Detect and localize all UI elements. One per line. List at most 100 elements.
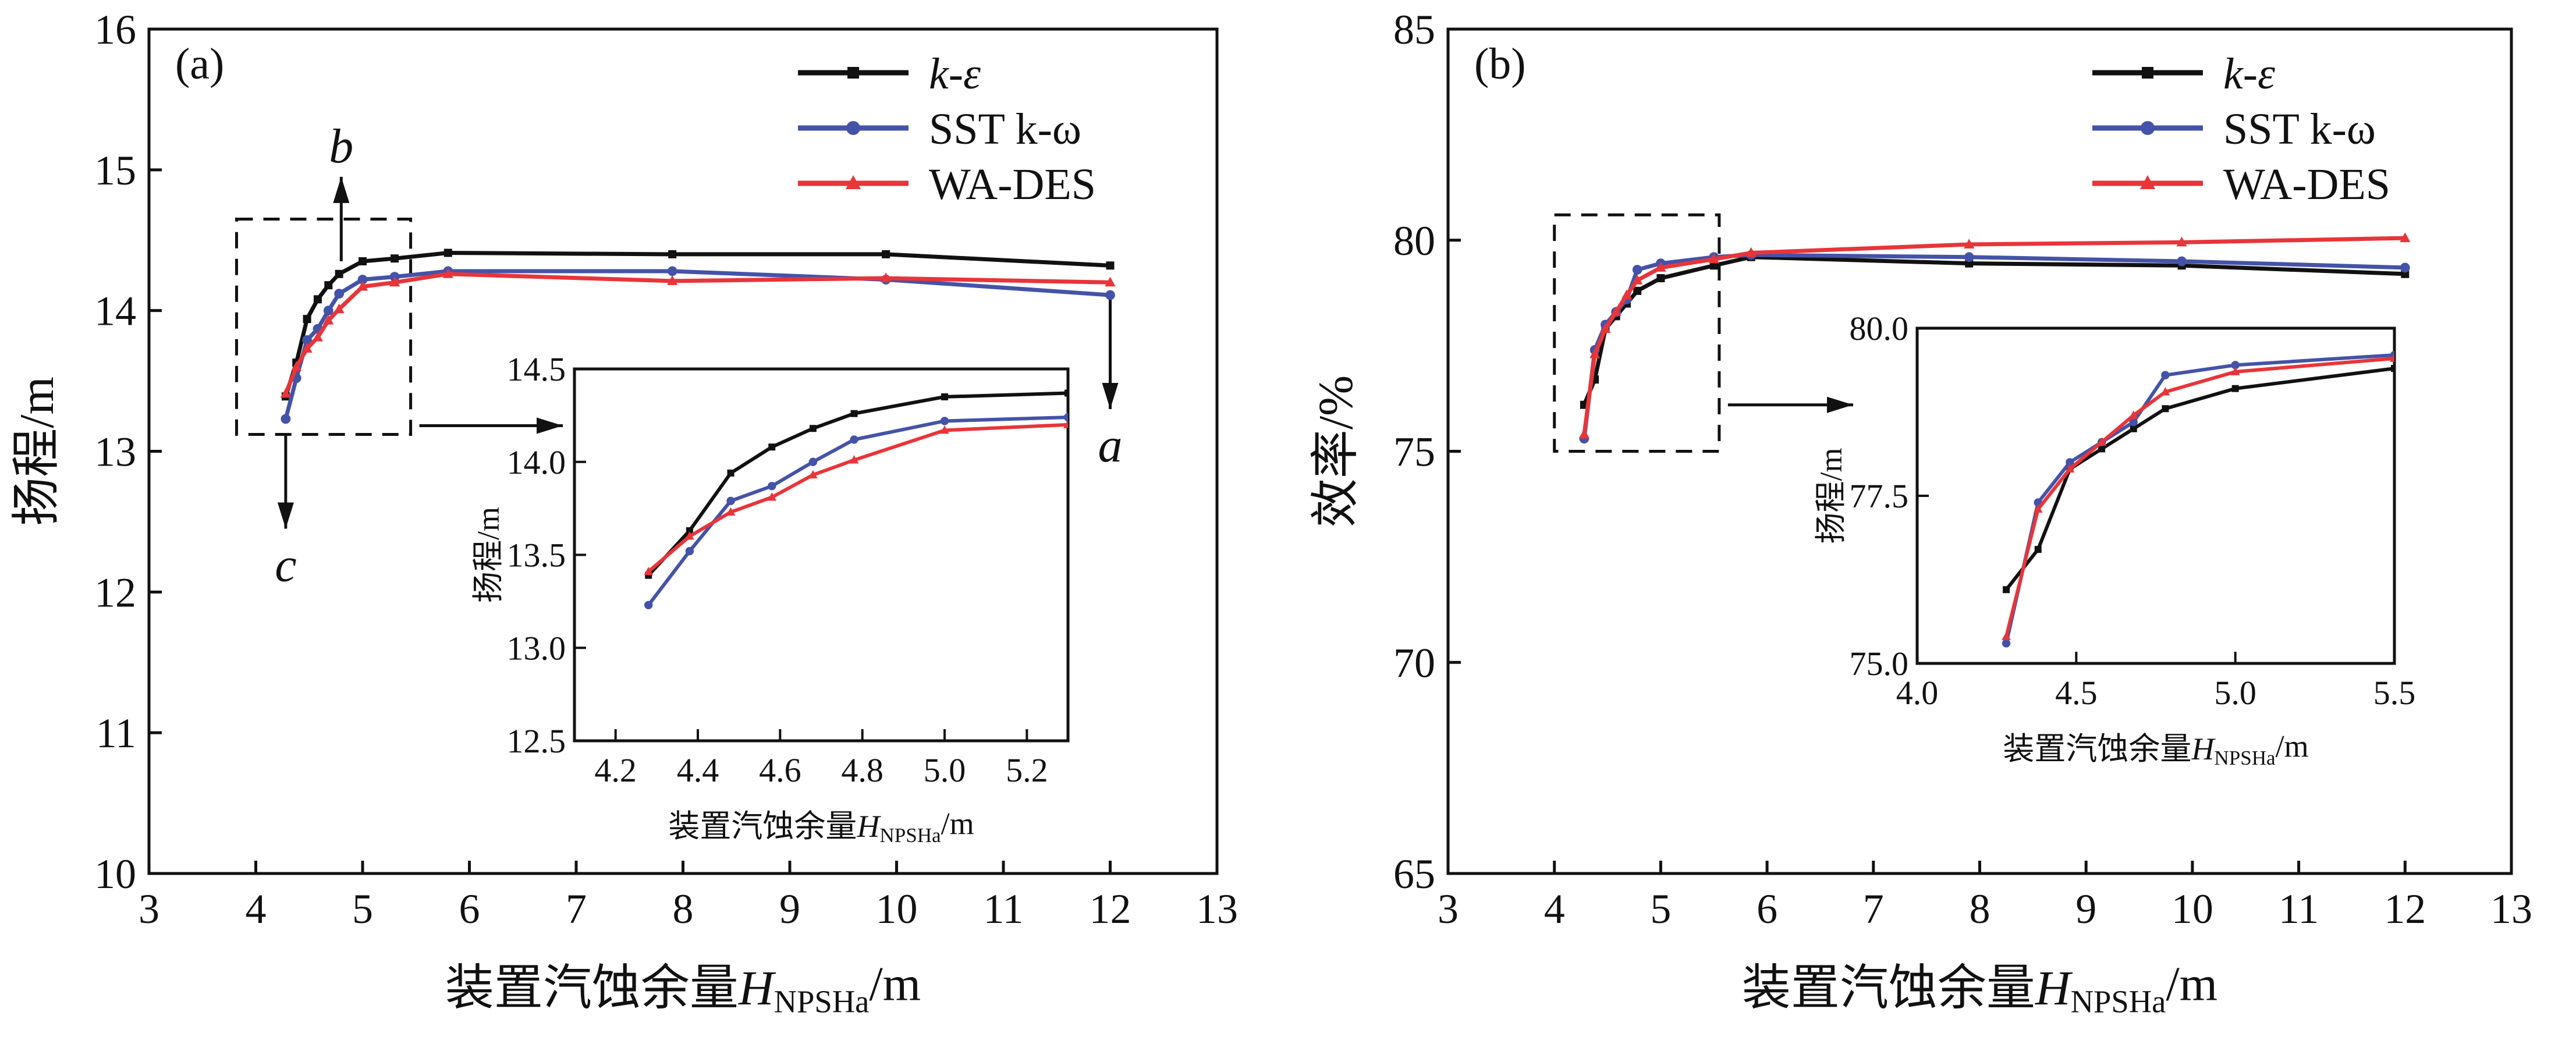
data-point bbox=[1745, 247, 1757, 257]
series-2 bbox=[1578, 232, 2411, 439]
data-point bbox=[389, 276, 400, 287]
y-tick-label: 10 bbox=[94, 851, 136, 897]
data-point bbox=[1610, 306, 1621, 317]
inset-data bbox=[644, 389, 1068, 609]
legend-label: SST k-ω bbox=[929, 105, 1081, 154]
inset-series-2 bbox=[644, 420, 1068, 576]
inset-x-tick-label: 4.2 bbox=[594, 751, 637, 789]
data-point bbox=[1105, 290, 1115, 300]
data-point bbox=[940, 425, 949, 434]
y-tick-label: 75 bbox=[1393, 429, 1435, 475]
data-point bbox=[2002, 631, 2011, 640]
zoom-region-box bbox=[235, 217, 413, 436]
data-point bbox=[2034, 546, 2042, 553]
inset-y-tick-label: 12.5 bbox=[507, 722, 566, 760]
panel-label: (a) bbox=[175, 40, 224, 88]
panel-label: (b) bbox=[1474, 40, 1526, 88]
data-point bbox=[808, 470, 818, 479]
data-point bbox=[767, 492, 776, 501]
x-tick-label: 4 bbox=[1544, 886, 1565, 932]
data-point bbox=[2142, 67, 2153, 79]
data-point bbox=[2097, 437, 2106, 446]
zoom-arrow-head bbox=[537, 417, 563, 434]
data-point bbox=[2400, 262, 2410, 273]
inset-x-axis-label: 装置汽蚀余量HNPSHa/m bbox=[2003, 729, 2308, 769]
inset-frame bbox=[1915, 326, 2396, 665]
data-point bbox=[686, 527, 693, 534]
x-tick-label: 7 bbox=[566, 886, 587, 932]
data-point bbox=[882, 250, 890, 258]
data-point bbox=[846, 121, 860, 135]
y-tick-label: 12 bbox=[94, 569, 136, 616]
inset-x-tick-label: 4.6 bbox=[759, 751, 801, 789]
inset-x-tick-label: 5.0 bbox=[2214, 674, 2256, 712]
data-point bbox=[644, 601, 653, 609]
data-point bbox=[2400, 232, 2411, 243]
inset-x-tick-label: 5.2 bbox=[1006, 751, 1048, 789]
data-point bbox=[808, 457, 818, 466]
inset-y-tick-label: 80.0 bbox=[1850, 310, 1909, 347]
y-tick-label: 80 bbox=[1393, 218, 1435, 264]
annotation-label-a: a bbox=[1098, 418, 1123, 473]
data-point bbox=[846, 175, 861, 189]
y-tick-label: 14 bbox=[94, 288, 136, 335]
data-point bbox=[2390, 353, 2394, 362]
zoom-arrow-head bbox=[1827, 396, 1853, 413]
data-point bbox=[1063, 420, 1068, 428]
data-point bbox=[1656, 274, 1665, 283]
data-point bbox=[1632, 274, 1643, 285]
inset-series-line bbox=[2004, 356, 2394, 637]
data-point bbox=[2098, 445, 2106, 453]
data-point bbox=[2231, 361, 2240, 370]
inset-frame bbox=[573, 367, 1070, 743]
inset-series-line bbox=[647, 391, 1068, 577]
x-tick-label: 11 bbox=[983, 886, 1023, 932]
x-tick-label: 9 bbox=[779, 886, 800, 932]
series-2 bbox=[280, 268, 1116, 398]
data-point bbox=[2231, 385, 2239, 392]
inset-series-1 bbox=[644, 413, 1068, 609]
legend-label: WA-DES bbox=[2223, 160, 2390, 209]
x-tick-label: 5 bbox=[352, 886, 373, 932]
data-point bbox=[1655, 262, 1666, 272]
x-tick-label: 9 bbox=[2075, 886, 2096, 932]
panel-a: 3 4 5 6 7 8 9 10 11 12 13 10 11 12 13 14 15 16 装置汽蚀余量HNPSH… bbox=[10, 6, 1238, 1020]
inset-y-tick-label: 77.5 bbox=[1850, 477, 1909, 515]
inset-chart: 4.2 4.4 4.6 4.8 5.0 5.2 12.5 13.0 13.5 14.0 14.5 装置… bbox=[471, 350, 1070, 847]
data-point bbox=[726, 507, 736, 516]
series-line bbox=[283, 251, 1110, 397]
series-0 bbox=[281, 248, 1115, 401]
x-tick-label: 8 bbox=[1970, 886, 1990, 932]
data-point bbox=[1964, 252, 1974, 262]
data-point bbox=[301, 343, 313, 353]
inset-y-tick-label: 13.0 bbox=[507, 629, 566, 667]
data-point bbox=[2129, 418, 2138, 427]
data-point bbox=[302, 335, 312, 345]
x-tick-label: 8 bbox=[673, 886, 694, 932]
data-point bbox=[2230, 367, 2240, 375]
panel-b: 3 4 5 6 7 8 9 10 11 12 13 65 70 75 80 85 装置汽蚀余量HNPSHa/m 效… bbox=[1309, 6, 2532, 1020]
inset-x-tick-label: 4.8 bbox=[841, 751, 883, 789]
data-point bbox=[726, 496, 735, 506]
y-tick-label: 15 bbox=[94, 147, 136, 194]
data-point bbox=[685, 531, 694, 540]
data-point bbox=[881, 272, 892, 283]
series-line bbox=[1582, 236, 2405, 435]
x-tick-label: 12 bbox=[1090, 886, 1131, 932]
data-point bbox=[768, 443, 776, 451]
inset-x-tick-label: 4.5 bbox=[2055, 674, 2098, 712]
inset-x-tick-label: 5.0 bbox=[924, 751, 966, 789]
data-point bbox=[667, 275, 678, 285]
y-tick-label: 16 bbox=[94, 6, 136, 53]
inset-y-tick-label: 14.0 bbox=[507, 443, 566, 481]
inset-y-tick-label: 13.5 bbox=[507, 537, 566, 574]
y-axis-label: 扬程/m bbox=[10, 377, 64, 526]
data-point bbox=[2065, 464, 2075, 473]
x-tick-label: 3 bbox=[1438, 886, 1459, 932]
annotation-arrow-c-head bbox=[277, 502, 294, 529]
data-point bbox=[849, 455, 859, 464]
data-point bbox=[1600, 323, 1611, 333]
x-tick-label: 5 bbox=[1650, 886, 1671, 932]
x-axis-label: 装置汽蚀余量HNPSHa/m bbox=[1742, 957, 2217, 1020]
